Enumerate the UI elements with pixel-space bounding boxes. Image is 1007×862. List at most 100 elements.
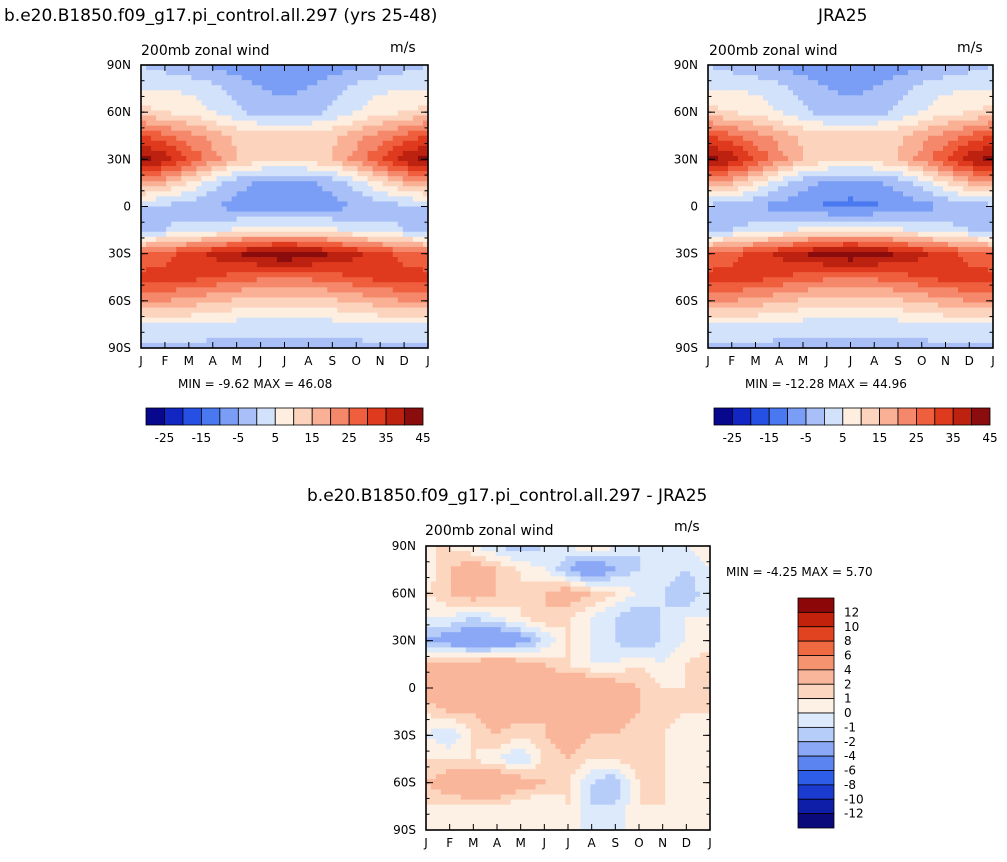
heatmap-cell	[733, 70, 739, 76]
heatmap-cell	[171, 327, 177, 334]
heatmap-cell	[332, 312, 338, 319]
heatmap-cell	[983, 95, 989, 101]
heatmap-cell	[276, 95, 283, 101]
heatmap-cell	[873, 191, 879, 197]
heatmap-cell	[783, 115, 789, 122]
heatmap-cell	[372, 317, 379, 324]
heatmap-cell	[271, 150, 278, 157]
heatmap-cell	[226, 221, 233, 228]
heatmap-cell	[347, 211, 354, 218]
heatmap-cell	[733, 145, 739, 152]
heatmap-cell	[246, 105, 253, 112]
heatmap-cell	[828, 80, 834, 86]
heatmap-cell	[342, 236, 349, 243]
heatmap-cell	[893, 186, 899, 192]
heatmap-cell	[973, 140, 979, 147]
heatmap-cell	[763, 65, 769, 71]
heatmap-cell	[898, 191, 904, 197]
heatmap-cell	[166, 110, 172, 117]
heatmap-cell	[848, 80, 854, 86]
heatmap-cell	[322, 75, 328, 81]
heatmap-cell	[196, 181, 203, 187]
heatmap-cell	[838, 211, 844, 218]
heatmap-cell	[176, 277, 182, 283]
heatmap-cell	[146, 317, 152, 324]
heatmap-cell	[322, 322, 328, 329]
heatmap-cell	[261, 246, 268, 253]
heatmap-cell	[367, 267, 374, 273]
heatmap-cell	[322, 307, 328, 314]
heatmap-cell	[838, 95, 844, 101]
heatmap-cell	[773, 206, 779, 213]
heatmap-cell	[281, 211, 288, 218]
heatmap-cell	[988, 100, 994, 107]
heatmap-cell	[768, 166, 774, 172]
heatmap-cell	[878, 135, 884, 142]
heatmap-cell	[176, 155, 182, 162]
heatmap-cell	[181, 282, 187, 288]
heatmap-cell	[708, 80, 714, 86]
heatmap-cell	[287, 176, 293, 182]
heatmap-cell	[903, 105, 909, 112]
heatmap-cell	[201, 257, 208, 263]
heatmap-cell	[287, 322, 293, 329]
heatmap-cell	[968, 100, 974, 107]
heatmap-cell	[853, 125, 859, 132]
heatmap-cell	[317, 257, 323, 263]
heatmap-cell	[181, 186, 187, 192]
heatmap-cell	[327, 312, 333, 319]
heatmap-cell	[873, 80, 879, 86]
heatmap-cell	[798, 90, 804, 96]
heatmap-cell	[181, 115, 187, 122]
heatmap-cell	[422, 95, 429, 101]
heatmap-cell	[216, 181, 223, 187]
heatmap-cell	[367, 246, 374, 253]
heatmap-cell	[156, 287, 162, 294]
heatmap-cell	[988, 206, 994, 213]
heatmap-cell	[958, 161, 964, 167]
heatmap-cell	[898, 130, 904, 137]
heatmap-cell	[226, 155, 233, 162]
heatmap-cell	[322, 231, 328, 238]
heatmap-cell	[241, 140, 248, 147]
heatmap-cell	[271, 115, 278, 122]
heatmap-cell	[196, 75, 203, 81]
heatmap-cell	[793, 206, 799, 213]
heatmap-cell	[888, 70, 894, 76]
heatmap-cell	[708, 75, 714, 81]
heatmap-cell	[206, 312, 213, 319]
heatmap-cell	[347, 221, 354, 228]
heatmap-cell	[973, 65, 979, 71]
heatmap-cell	[888, 95, 894, 101]
heatmap-cell	[788, 95, 794, 101]
heatmap-cell	[948, 176, 954, 182]
heatmap-cell	[176, 332, 182, 339]
heatmap-cell	[151, 307, 157, 314]
heatmap-cell	[878, 80, 884, 86]
heatmap-cell	[963, 201, 969, 208]
heatmap-cell	[848, 211, 854, 218]
heatmap-cell	[236, 282, 243, 288]
heatmap-cell	[377, 135, 384, 142]
heatmap-cell	[317, 181, 323, 187]
heatmap-cell	[141, 201, 147, 208]
heatmap-cell	[422, 191, 429, 197]
heatmap-cell	[938, 80, 944, 86]
heatmap-cell	[156, 171, 162, 177]
heatmap-cell	[988, 145, 994, 152]
heatmap-cell	[322, 317, 328, 324]
heatmap-cell	[763, 171, 769, 177]
heatmap-cell	[948, 161, 954, 167]
heatmap-cell	[988, 85, 994, 91]
heatmap-cell	[367, 75, 374, 81]
heatmap-cell	[251, 287, 258, 294]
heatmap-cell	[151, 246, 157, 253]
heatmap-cell	[302, 176, 308, 182]
heatmap-cell	[718, 105, 724, 112]
heatmap-cell	[276, 161, 283, 167]
heatmap-cell	[176, 161, 182, 167]
heatmap-cell	[377, 226, 384, 233]
heatmap-cell	[367, 312, 374, 319]
heatmap-cell	[191, 171, 197, 177]
heatmap-cell	[748, 145, 754, 152]
